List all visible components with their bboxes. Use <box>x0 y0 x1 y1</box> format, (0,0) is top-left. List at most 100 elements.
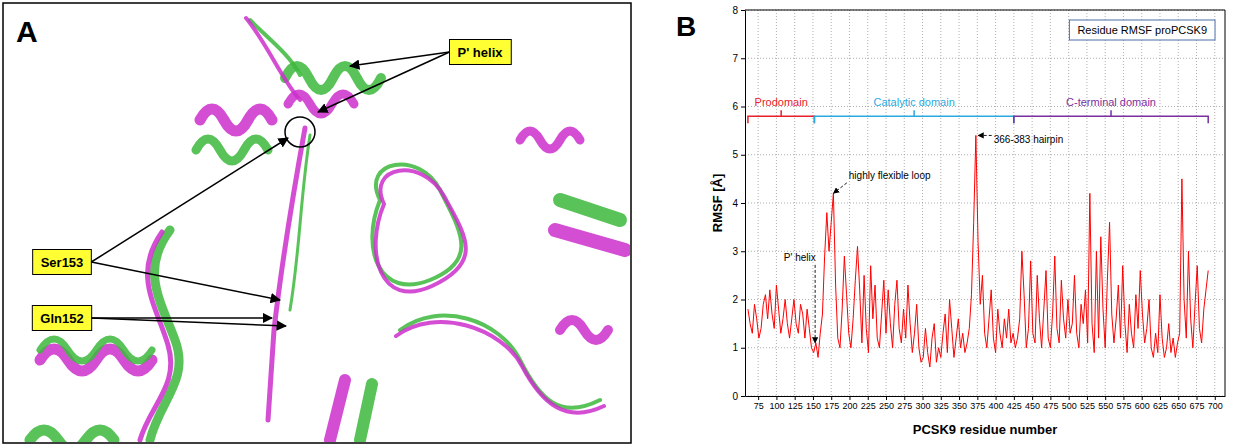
grid-line-x <box>1214 10 1215 396</box>
label-arrow <box>318 52 450 112</box>
panel-b: 7510012515017520022525027530032535037540… <box>676 5 1226 437</box>
x-tick: 100 <box>769 396 784 411</box>
ribbon <box>396 322 604 413</box>
y-axis-line <box>745 11 746 397</box>
annotation-arrow <box>815 265 816 343</box>
panel-letter: B <box>676 11 696 42</box>
grid-line-x <box>776 10 777 396</box>
plot-background <box>745 10 1225 396</box>
x-tick: 250 <box>879 396 894 411</box>
x-tick: 500 <box>1062 396 1077 411</box>
x-tick: 475 <box>1043 396 1058 411</box>
x-tick-mark <box>868 396 869 400</box>
annotation-arrow <box>833 183 846 193</box>
x-tick: 350 <box>952 396 967 411</box>
x-tick-label: 275 <box>897 401 912 411</box>
y-tick-label: 1 <box>732 342 738 353</box>
x-tick-mark <box>977 396 978 400</box>
ribbon <box>330 380 345 440</box>
y-tick-label: 6 <box>732 101 738 112</box>
x-tick-label: 225 <box>861 401 876 411</box>
marks <box>748 135 1208 367</box>
x-tick-label: 700 <box>1208 401 1223 411</box>
y-tick-mark <box>741 58 745 59</box>
y-tick-mark <box>741 107 745 108</box>
x-tick-mark <box>795 396 796 400</box>
x-tick: 275 <box>897 396 912 411</box>
x-tick-label: 325 <box>934 401 949 411</box>
ribbon <box>40 339 152 361</box>
legend-box <box>1069 20 1215 40</box>
x-tick-mark <box>1032 396 1033 400</box>
ribbon <box>360 384 372 440</box>
x-tick-mark <box>1014 396 1015 400</box>
annotation-arrow <box>978 135 992 136</box>
x-tick-label: 75 <box>754 401 764 411</box>
x-tick-label: 125 <box>788 401 803 411</box>
x-tick-mark <box>1215 396 1216 400</box>
ribbon <box>372 165 461 285</box>
grid-line-x <box>831 10 832 396</box>
x-tick-mark <box>1105 396 1106 400</box>
x-tick-label: 100 <box>769 401 784 411</box>
domain-label: C-terminal domain <box>1066 96 1156 108</box>
grid-line-y <box>745 154 1225 155</box>
ribbon <box>560 200 620 220</box>
x-tick-label: 175 <box>824 401 839 411</box>
panel-letter: A <box>16 15 38 48</box>
y-tick-label: 7 <box>732 53 738 64</box>
x-tick: 650 <box>1171 396 1186 411</box>
label-box-bg <box>32 306 91 331</box>
x-tick-label: 475 <box>1043 401 1058 411</box>
x-axis-line <box>746 396 1226 397</box>
x-tick-mark <box>1178 396 1179 400</box>
y-tick-mark <box>741 155 745 156</box>
y-tick: 6 <box>732 101 745 112</box>
ribbons <box>30 18 625 442</box>
y-tick: 3 <box>732 246 745 257</box>
x-tick: 200 <box>842 396 857 411</box>
y-tick: 7 <box>732 53 745 64</box>
x-tick-mark <box>886 396 887 400</box>
x-tick: 300 <box>916 396 931 411</box>
grid-line-x <box>812 10 813 396</box>
data-line <box>748 135 1208 367</box>
x-tick: 700 <box>1208 396 1223 411</box>
legend-entry: Residue RMSF proPCSK9 <box>1077 24 1207 36</box>
y-tick-mark <box>741 251 745 252</box>
ribbon <box>285 66 381 90</box>
x-tick: 625 <box>1153 396 1168 411</box>
x-tick: 125 <box>788 396 803 411</box>
x-tick-label: 550 <box>1098 401 1113 411</box>
domain-label: Prodomain <box>755 96 808 108</box>
y-tick-label: 2 <box>732 294 738 305</box>
grid-line-y <box>745 203 1225 204</box>
label-text: Ser153 <box>41 255 84 270</box>
x-tick-label: 425 <box>1007 401 1022 411</box>
ribbon <box>376 170 466 291</box>
x-tick-mark <box>831 396 832 400</box>
ribbon <box>250 20 300 75</box>
ribbon <box>560 320 608 340</box>
x-tick-label: 350 <box>952 401 967 411</box>
domains: ProdomainCatalytic domainC-terminal doma… <box>748 96 1208 123</box>
x-tick-mark <box>996 396 997 400</box>
ribbon <box>400 316 600 408</box>
label-box-bg <box>33 250 92 275</box>
ribbon <box>555 230 625 250</box>
x-tick-label: 200 <box>842 401 857 411</box>
y-tick-mark <box>741 203 745 204</box>
y-tick-label: 8 <box>732 5 738 16</box>
y-tick-label: 3 <box>732 246 738 257</box>
y-tick-mark <box>741 396 745 397</box>
x-tick: 450 <box>1025 396 1040 411</box>
x-tick-mark <box>1142 396 1143 400</box>
x-tick: 425 <box>1007 396 1022 411</box>
annotation-text: P' helix <box>784 252 816 263</box>
ribbon <box>140 232 171 440</box>
x-tick-label: 575 <box>1116 401 1131 411</box>
ribbon <box>200 109 272 131</box>
ribbon <box>268 128 305 420</box>
x-axis-title: PCSK9 residue number <box>913 422 1058 437</box>
x-tick-mark <box>1197 396 1198 400</box>
